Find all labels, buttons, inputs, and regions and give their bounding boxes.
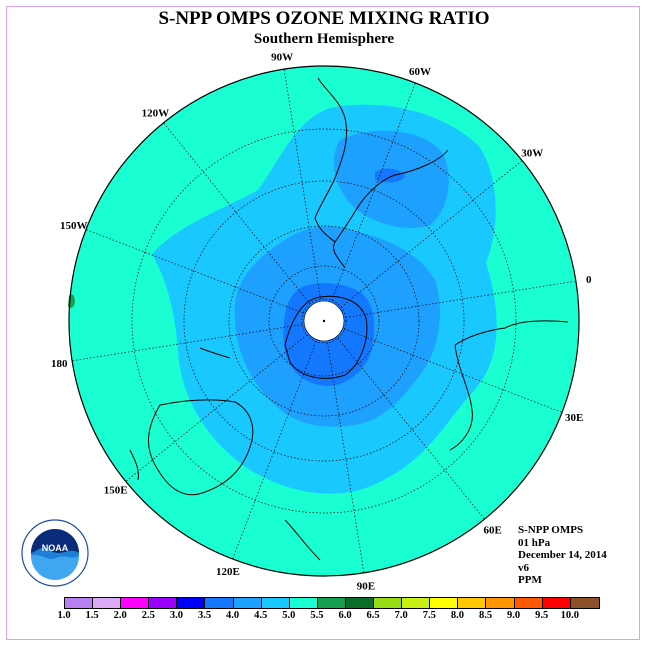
colorbar-tick-label: 2.5	[141, 610, 155, 621]
colorbar-segment	[374, 598, 403, 608]
colorbar-segment	[289, 598, 318, 608]
meridian-line	[85, 229, 304, 314]
info-unit: PPM	[518, 574, 542, 586]
meridian-line	[344, 328, 563, 413]
colorbar-tick-label: 2.0	[113, 610, 127, 621]
longitude-labels: 90W 60W 30W 0 30E 60E 90E 120E 150E 180 150W 120W	[51, 51, 592, 592]
page-title: S-NPP OMPS OZONE MIXING RATIO	[158, 8, 490, 29]
longitude-label: 90E	[357, 581, 375, 593]
meridian-line	[337, 337, 485, 520]
colorbar-tick-label: 8.0	[450, 610, 464, 621]
colorbar-tick-label: 3.0	[169, 610, 183, 621]
longitude-label: 150E	[104, 485, 128, 497]
longitude-label: 60W	[409, 66, 431, 78]
colorbar-segment	[570, 598, 599, 608]
colorbar-segment	[542, 598, 571, 608]
colorbar-segment	[317, 598, 346, 608]
colorbar-segment	[402, 598, 431, 608]
colorbar-segment	[177, 598, 206, 608]
colorbar-tick-label: 5.0	[282, 610, 296, 621]
colorbar-tick-label: 6.5	[366, 610, 380, 621]
meridian-line	[125, 334, 308, 482]
colorbar-tick-label: 1.0	[57, 610, 71, 621]
contour-level-3.0-north	[375, 168, 405, 183]
longitude-label: 30W	[521, 147, 543, 159]
colorbar-tick-label: 1.5	[85, 610, 99, 621]
coastlines	[129, 77, 569, 561]
plot-frame	[6, 6, 640, 640]
colorbar-segment	[261, 598, 290, 608]
svg-text:NOAA: NOAA	[42, 543, 69, 553]
colorbar-segment	[345, 598, 375, 608]
colorbar-tick-label: 8.5	[478, 610, 493, 621]
colorbar-tick-label: 7.5	[422, 610, 436, 621]
longitude-label: 120W	[142, 108, 170, 120]
info-date: December 14, 2014	[518, 549, 607, 561]
longitude-label: 30E	[565, 412, 583, 424]
meridian-line	[345, 280, 576, 318]
colorbar-segment	[486, 598, 515, 608]
graticule	[131, 128, 517, 514]
colorbar-segment	[514, 598, 543, 608]
colorbar-tick-label: 4.0	[226, 610, 240, 621]
map-boundary	[68, 65, 580, 577]
longitude-label: 150W	[60, 220, 88, 232]
longitude-label: 0	[586, 274, 592, 286]
colorbar-segment	[430, 598, 459, 608]
colorbar-tick-label: 9.0	[507, 610, 521, 621]
colorbar-tick-label: 4.5	[254, 610, 268, 621]
pole-marker	[322, 319, 326, 323]
longitude-label: 120E	[216, 566, 240, 578]
meridian-line	[331, 82, 416, 301]
meridians	[72, 69, 576, 573]
colorbar	[64, 597, 600, 609]
colorbar-tick-label: 5.5	[310, 610, 324, 621]
colorbar-tick-label: 7.0	[394, 610, 408, 621]
info-panel: S-NPP OMPS 01 hPa December 14, 2014 v6 P…	[518, 524, 607, 587]
colorbar-ticks: 1.0 1.5 2.0 2.5 3.0 3.5 4.0 4.5 5.0 5.5 6.0 6.5 7.0 7…	[50, 610, 610, 624]
info-level: 01 hPa	[518, 536, 551, 549]
longitude-label: 60E	[483, 524, 501, 536]
meridian-line	[283, 69, 321, 300]
colorbar-segment	[205, 598, 234, 608]
colorbar-segment	[93, 598, 122, 608]
colorbar-segment	[121, 598, 150, 608]
meridian-line	[327, 342, 365, 573]
info-version: v6	[518, 561, 529, 574]
noaa-logo: NOAA	[21, 519, 89, 587]
longitude-label: 180	[51, 358, 68, 370]
page-subtitle: Southern Hemisphere	[253, 31, 395, 47]
colorbar-tick-label: 3.5	[197, 610, 212, 621]
longitude-label: 90W	[271, 51, 293, 63]
meridian-line	[340, 160, 523, 308]
colorbar-segment	[65, 598, 94, 608]
colorbar-tick-label: 6.0	[338, 610, 352, 621]
meridian-line	[72, 324, 303, 362]
colorbar-segment	[149, 598, 178, 608]
meridian-line	[163, 122, 311, 305]
info-satellite: S-NPP OMPS	[518, 524, 584, 536]
colorbar-segment	[233, 598, 262, 608]
meridian-line	[232, 341, 317, 560]
colorbar-tick-label: 9.5	[535, 610, 549, 621]
colorbar-tick-label: 10.0	[560, 610, 579, 621]
colorbar-segment	[458, 598, 487, 608]
